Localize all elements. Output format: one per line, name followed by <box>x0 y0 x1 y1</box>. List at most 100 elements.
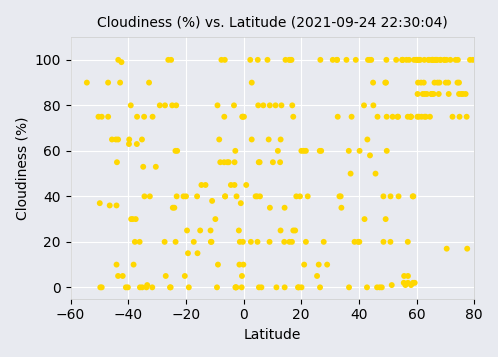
Point <box>83 80 91 85</box>
Point <box>113 202 121 208</box>
Point <box>172 102 180 108</box>
Point <box>161 239 169 245</box>
Point <box>455 80 463 85</box>
Point <box>232 285 240 290</box>
Point <box>428 91 436 97</box>
Point <box>182 193 190 199</box>
Point <box>231 182 239 188</box>
Point <box>334 114 342 120</box>
Point <box>167 57 175 63</box>
Point <box>375 285 383 290</box>
Point <box>274 148 282 154</box>
Point <box>96 285 104 290</box>
Point <box>173 193 181 199</box>
Point <box>146 193 154 199</box>
Point <box>443 57 451 63</box>
Point <box>277 102 285 108</box>
Point <box>428 57 436 63</box>
Point <box>409 193 417 199</box>
Point <box>289 114 297 120</box>
Point <box>369 80 377 85</box>
Point <box>132 216 140 222</box>
Point <box>242 182 250 188</box>
Point <box>367 57 375 63</box>
Point <box>415 114 423 120</box>
Point <box>414 91 422 97</box>
Point <box>463 114 471 120</box>
Point <box>445 91 453 97</box>
Point <box>440 57 448 63</box>
Point <box>405 57 413 63</box>
Point <box>316 285 324 290</box>
Point <box>466 57 474 63</box>
Point <box>164 57 172 63</box>
Point <box>426 114 434 120</box>
Point <box>194 250 202 256</box>
Point <box>379 193 387 199</box>
Point <box>302 148 310 154</box>
Point <box>256 193 264 199</box>
Point <box>430 80 438 85</box>
Point <box>402 57 410 63</box>
Point <box>277 137 285 142</box>
Point <box>281 285 289 290</box>
Point <box>114 273 122 279</box>
Point <box>124 285 132 290</box>
Point <box>394 193 402 199</box>
Point <box>232 148 240 154</box>
Point <box>432 57 440 63</box>
Point <box>143 282 151 288</box>
Point <box>431 57 439 63</box>
Point <box>225 159 233 165</box>
Point <box>435 91 443 97</box>
Point <box>364 57 372 63</box>
Point <box>456 114 464 120</box>
Point <box>400 280 408 286</box>
Point <box>98 285 106 290</box>
Point <box>382 57 390 63</box>
Point <box>236 262 244 267</box>
Point <box>239 114 247 120</box>
Point <box>297 148 305 154</box>
Point <box>372 171 379 176</box>
Point <box>265 239 273 245</box>
Point <box>388 114 396 120</box>
Point <box>424 57 432 63</box>
Point <box>446 57 454 63</box>
Point <box>266 205 274 211</box>
Point <box>313 273 321 279</box>
Point <box>383 148 391 154</box>
Point <box>113 159 121 165</box>
Point <box>345 285 353 290</box>
Point <box>414 80 422 85</box>
Point <box>257 285 265 290</box>
Point <box>207 239 215 245</box>
Point <box>248 137 255 142</box>
Point <box>356 148 364 154</box>
Point <box>231 159 239 165</box>
Point <box>239 239 247 245</box>
Point <box>285 239 293 245</box>
Point <box>421 91 429 97</box>
Point <box>462 91 470 97</box>
Point <box>404 273 412 279</box>
Point <box>295 285 303 290</box>
Point <box>216 159 224 165</box>
Point <box>104 80 112 85</box>
Point <box>190 239 198 245</box>
Point <box>427 91 435 97</box>
Point <box>220 114 228 120</box>
Point <box>185 285 193 290</box>
Point <box>118 59 125 65</box>
Point <box>454 57 462 63</box>
Point <box>373 285 381 290</box>
Point <box>131 239 139 245</box>
Point <box>300 262 308 267</box>
Point <box>169 205 177 211</box>
X-axis label: Latitude: Latitude <box>244 328 301 342</box>
Point <box>108 137 116 142</box>
Point <box>412 57 420 63</box>
Point <box>386 193 394 199</box>
Point <box>285 57 293 63</box>
Point <box>454 80 462 85</box>
